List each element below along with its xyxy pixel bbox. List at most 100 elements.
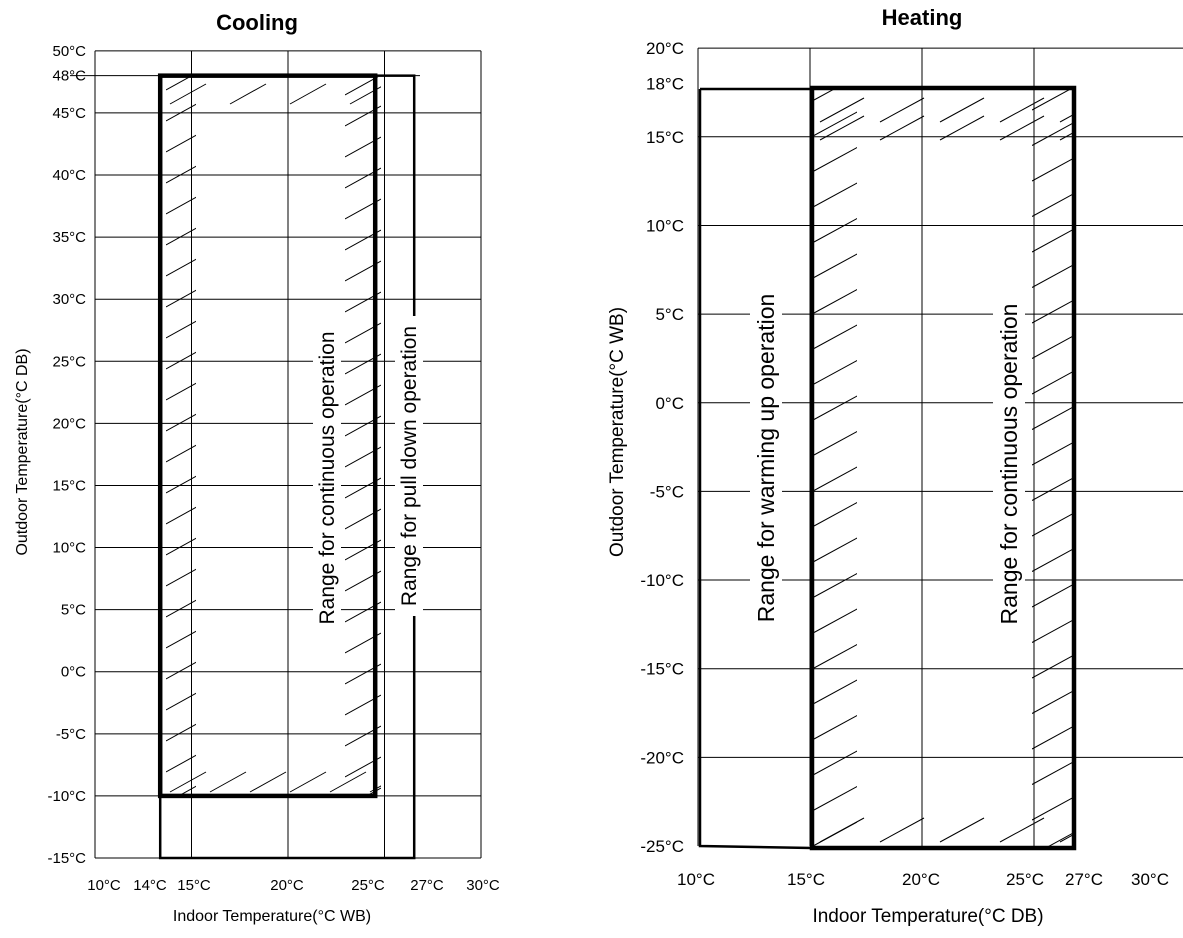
- hatch-line: [289, 771, 327, 793]
- hatch-line: [166, 723, 196, 742]
- cooling-y-tick: -10°C: [47, 788, 86, 805]
- heating-x-tick-labels: 10°C 15°C 20°C 25°C 27°C 30°C: [677, 870, 1169, 889]
- heating-y-tick: -5°C: [650, 482, 684, 501]
- cooling-y-tick: -15°C: [47, 850, 86, 867]
- hatch-line: [813, 324, 857, 349]
- cooling-y-tick: 10°C: [52, 540, 86, 557]
- heating-y-tick: -15°C: [640, 660, 684, 679]
- cooling-x-tick: 14°C: [133, 877, 167, 894]
- cooling-y-tick: 40°C: [52, 167, 86, 184]
- hatch-line: [166, 537, 196, 556]
- heating-y-tick: 5°C: [655, 305, 684, 324]
- hatch-line: [813, 679, 857, 704]
- heating-x-tick: 25°C: [1006, 870, 1044, 889]
- cooling-x-tick-labels: 10°C 14°C 15°C 20°C 25°C 27°C 30°C: [87, 877, 500, 894]
- heating-hatching: [813, 88, 1074, 848]
- hatch-line: [1032, 725, 1074, 750]
- cooling-continuous-label: Range for continuous operation: [316, 331, 339, 624]
- hatch-line: [939, 97, 985, 123]
- hatch-line: [813, 501, 857, 527]
- cooling-y-tick: 5°C: [61, 602, 86, 619]
- heating-hatch-left: [813, 88, 857, 846]
- hatch-line: [177, 785, 196, 796]
- heating-y-tick: 18°C: [646, 75, 684, 94]
- hatch-line: [1032, 122, 1074, 146]
- hatch-line: [939, 115, 985, 141]
- heating-y-tick: 10°C: [646, 216, 684, 235]
- hatch-line: [813, 750, 857, 775]
- heating-chart: Heating 20°C 18°C 15°C 10°C 5°C 0°C -5°C -10°C -…: [607, 5, 1183, 927]
- heating-warming-up-label: Range for warming up operation: [753, 294, 779, 623]
- hatch-line: [813, 537, 857, 562]
- hatch-line: [1032, 264, 1074, 288]
- hatch-line: [166, 258, 196, 277]
- hatch-line: [1032, 512, 1074, 537]
- hatch-line: [939, 817, 985, 843]
- heating-y-tick-labels: 20°C 18°C 15°C 10°C 5°C 0°C -5°C -10°C -15°C -20°…: [640, 39, 684, 856]
- hatch-line: [813, 88, 838, 101]
- hatch-line: [813, 572, 857, 598]
- hatch-line: [1032, 690, 1074, 714]
- hatch-line: [166, 320, 196, 339]
- hatch-line: [813, 643, 857, 669]
- hatch-line: [289, 83, 327, 105]
- cooling-y-tick: 48°C: [52, 68, 86, 85]
- hatch-line: [166, 661, 196, 680]
- hatch-line: [169, 771, 207, 793]
- hatch-line: [813, 288, 857, 314]
- hatch-line: [999, 115, 1045, 141]
- cooling-hatch-bottom: [169, 771, 381, 793]
- cooling-y-tick: -5°C: [56, 726, 86, 743]
- hatch-line: [329, 771, 367, 793]
- hatch-line: [166, 103, 196, 122]
- hatch-line: [1032, 335, 1074, 359]
- hatch-line: [166, 568, 196, 587]
- hatch-line: [879, 115, 925, 141]
- cooling-y-tick: 45°C: [52, 105, 86, 122]
- cooling-x-tick: 25°C: [351, 877, 385, 894]
- cooling-y-tick: 0°C: [61, 664, 86, 681]
- hatch-line: [1032, 157, 1074, 182]
- hatch-line: [1032, 370, 1074, 395]
- heating-x-tick: 27°C: [1065, 870, 1103, 889]
- hatch-line: [166, 413, 196, 432]
- heating-y-tick: -20°C: [640, 748, 684, 767]
- hatch-line: [813, 466, 857, 491]
- heating-hatch-right: [1032, 88, 1074, 848]
- hatch-line: [1032, 583, 1074, 608]
- cooling-y-tick: 30°C: [52, 291, 86, 308]
- hatch-line: [1032, 477, 1074, 501]
- cooling-pull-down-label: Range for pull down operation: [398, 326, 421, 606]
- hatch-line: [166, 599, 196, 618]
- hatch-line: [209, 771, 247, 793]
- cooling-x-tick: 20°C: [270, 877, 304, 894]
- hatch-line: [879, 97, 925, 123]
- hatch-line: [813, 430, 857, 456]
- hatch-line: [1032, 441, 1074, 466]
- hatch-line: [813, 146, 857, 172]
- hatch-line: [813, 608, 857, 633]
- heating-x-tick: 20°C: [902, 870, 940, 889]
- hatch-line: [1059, 833, 1074, 843]
- hatch-line: [166, 630, 196, 649]
- heating-continuous-region: [809, 85, 1077, 851]
- hatch-line: [349, 86, 381, 105]
- cooling-x-tick: 27°C: [410, 877, 444, 894]
- hatch-line: [1059, 131, 1074, 141]
- hatch-line: [1044, 832, 1074, 848]
- cooling-hatch-left: [166, 77, 196, 796]
- cooling-x-tick: 30°C: [466, 877, 500, 894]
- hatch-line: [166, 692, 196, 711]
- hatch-line: [166, 506, 196, 525]
- hatch-line: [166, 382, 196, 401]
- hatch-line: [166, 444, 196, 463]
- hatch-line: [166, 165, 196, 184]
- hatch-line: [813, 111, 857, 136]
- hatch-line: [819, 817, 865, 843]
- heating-x-tick: 30°C: [1131, 870, 1169, 889]
- heating-hatch-top: [819, 97, 1074, 141]
- cooling-x-tick: 15°C: [177, 877, 211, 894]
- cooling-hatch-top: [169, 83, 381, 105]
- hatch-line: [1059, 113, 1074, 123]
- cooling-y-tick: 20°C: [52, 415, 86, 432]
